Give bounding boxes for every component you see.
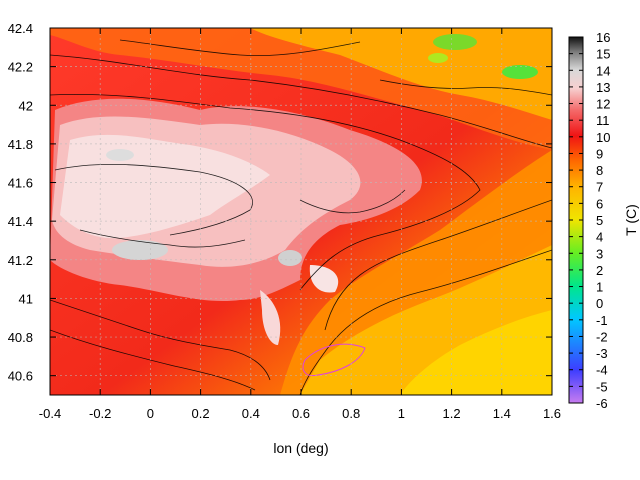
y-tick-label: 40.8 [8,330,33,345]
grey-patch [278,250,302,266]
x-tick-label: -0.4 [39,406,61,421]
y-tick-label: 42.4 [8,21,33,36]
colorbar-label: T (C) [623,204,639,236]
cold-spot [502,65,538,79]
colorbar-tick-label: -6 [596,396,608,411]
y-tick-label: 42.2 [8,60,33,75]
x-tick-label: 0.4 [242,406,260,421]
colorbar-tick-label: 8 [596,163,603,178]
colorbar-tick-label: 9 [596,146,603,161]
y-tick-label: 41.8 [8,137,33,152]
cool-center [60,134,270,239]
colorbar-tick-label: -1 [596,313,608,328]
north-orange-band [250,28,552,120]
colorbar-tick-label: -3 [596,346,608,361]
colorbar-tick-label: 16 [596,30,610,45]
x-tick-label: 1.4 [493,406,511,421]
freezing-contour [302,343,366,377]
hottest-region [400,310,552,395]
colorbar-tick-label: 10 [596,130,610,145]
colorbar-tick-label: 5 [596,213,603,228]
colorbar-tick-label: -4 [596,363,608,378]
plot-grid [50,28,552,395]
contour-lines [50,39,552,395]
y-tick-label: 41 [19,291,33,306]
colorbar-tick-label: 0 [596,296,603,311]
cold-spot [433,34,477,50]
y-tick-label: 41.6 [8,176,33,191]
x-axis: -0.4 -0.2 0 0.2 0.4 0.6 0.8 1 1.2 1.4 1.6 [39,28,561,421]
cool-ridge [260,290,281,345]
x-tick-label: 1.6 [543,406,561,421]
colorbar-tick-label: 1 [596,280,603,295]
colorbar-tick-label: -2 [596,329,608,344]
grey-patch [106,149,134,161]
y-tick-label: 40.6 [8,369,33,384]
grey-patch [112,240,168,260]
x-tick-label: 1.2 [443,406,461,421]
colorbar-tick-label: 12 [596,97,610,112]
x-tick-label: -0.2 [89,406,111,421]
cool-ridge [309,265,339,293]
cold-spot [428,53,448,63]
x-tick-label: 0 [147,406,154,421]
colorbar-tick-label: -5 [596,379,608,394]
colorbar-tick-label: 4 [596,230,603,245]
colorbar-tick-label: 11 [596,113,610,128]
y-tick-label: 41.4 [8,214,33,229]
colorbar-tick-label: 15 [596,47,610,62]
colorbar-tick-label: 2 [596,263,603,278]
y-tick-label: 41.2 [8,253,33,268]
x-tick-label: 1 [398,406,405,421]
colorbar-tick-label: 14 [596,63,610,78]
y-axis: 40.6 40.8 41 41.2 41.4 41.6 41.8 42 42.2 42.4 [8,21,552,384]
x-tick-label: 0.8 [342,406,360,421]
x-tick-label: 0.2 [192,406,210,421]
x-axis-label: lon (deg) [273,440,328,456]
colorbar-tick-label: 6 [596,196,603,211]
x-tick-label: 0.6 [292,406,310,421]
y-tick-label: 42 [19,98,33,113]
colorbar-tick-label: 13 [596,80,610,95]
colorbar-tick-label: 7 [596,180,603,195]
heatmap-field [50,28,552,395]
colorbar-tick-label: 3 [596,246,603,261]
